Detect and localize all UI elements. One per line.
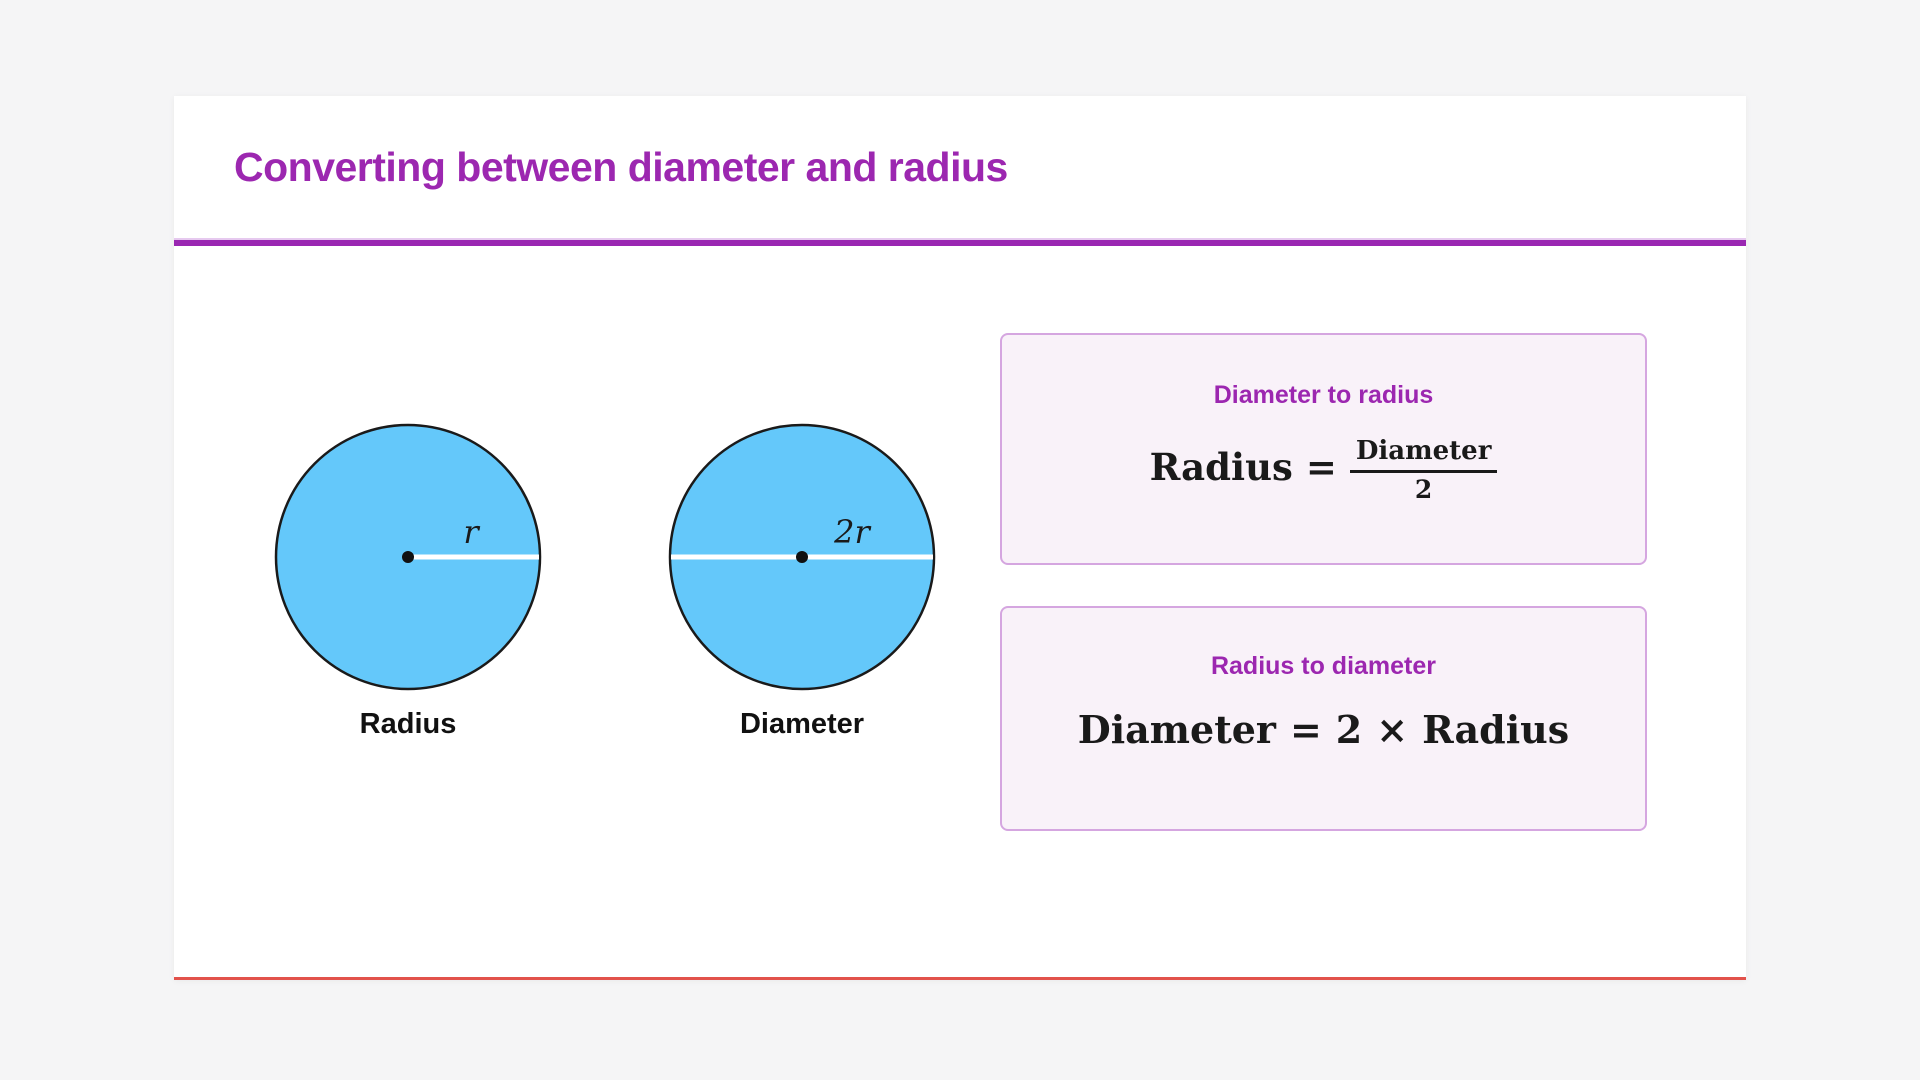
diameter-to-radius-formula: Radius = Diameter 2 bbox=[1149, 434, 1498, 504]
formula-equals-sign: = bbox=[1289, 707, 1322, 752]
formula-fraction: Diameter 2 bbox=[1349, 436, 1498, 504]
diameter-circle-caption: Diameter bbox=[739, 708, 865, 740]
fraction-denominator: 2 bbox=[1414, 474, 1433, 504]
diameter-to-radius-title: Diameter to radius bbox=[1213, 381, 1434, 409]
center-dot bbox=[402, 551, 414, 563]
center-dot bbox=[796, 551, 808, 563]
formula-lhs: Radius bbox=[1149, 445, 1293, 490]
diameter-to-radius-box: Diameter to radius Radius = Diameter 2 bbox=[1000, 333, 1647, 565]
formula-rhs: Radius bbox=[1422, 707, 1570, 752]
formula-coefficient: 2 bbox=[1335, 707, 1363, 752]
page-title: Converting between diameter and radius bbox=[234, 144, 1008, 190]
formula-times-sign: × bbox=[1376, 707, 1409, 752]
radius-measure-label: r bbox=[463, 513, 480, 551]
diameter-circle-diagram: 2r bbox=[668, 423, 936, 691]
title-divider bbox=[174, 238, 1746, 246]
formula-equals-sign: = bbox=[1305, 445, 1337, 490]
fraction-numerator: Diameter bbox=[1349, 436, 1498, 473]
radius-to-diameter-box: Radius to diameter Diameter = 2 × Radius bbox=[1000, 606, 1647, 831]
radius-to-diameter-formula: Diameter = 2 × Radius bbox=[1078, 707, 1569, 752]
diameter-measure-label: 2r bbox=[833, 513, 871, 551]
radius-circle-diagram: r bbox=[274, 423, 542, 691]
content-card: Converting between diameter and radius r… bbox=[174, 96, 1746, 980]
radius-to-diameter-title: Radius to diameter bbox=[1210, 652, 1437, 680]
radius-circle-caption: Radius bbox=[359, 708, 457, 740]
formula-lhs: Diameter bbox=[1077, 707, 1276, 752]
